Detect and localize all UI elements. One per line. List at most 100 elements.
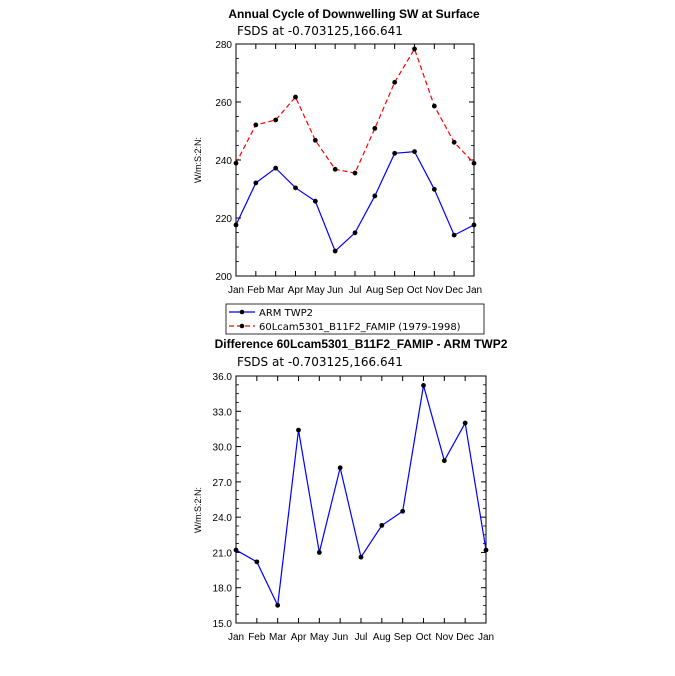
x-tick-label: Jul — [355, 632, 368, 643]
x-tick-label: Jan — [466, 285, 482, 296]
x-tick-label: Sep — [386, 285, 404, 296]
y-tick-label: 260 — [215, 98, 232, 109]
data-point — [412, 149, 417, 154]
data-point — [358, 554, 364, 560]
data-point — [253, 180, 259, 186]
x-tick-label: Feb — [248, 632, 266, 643]
data-point — [483, 547, 489, 553]
x-tick-label: Oct — [407, 285, 423, 296]
plot-frame — [235, 375, 487, 624]
series-line-0 — [235, 385, 487, 608]
chart-title: Annual Cycle of Downwelling SW at Surfac… — [228, 7, 480, 21]
y-tick-label: 280 — [215, 40, 232, 51]
data-point — [471, 222, 477, 228]
legend-box — [225, 303, 485, 335]
y-tick-label: 36.0 — [213, 372, 233, 383]
x-tick-label: Oct — [416, 632, 432, 643]
x-tick-label: Mar — [267, 285, 285, 296]
series-line-0 — [235, 150, 475, 253]
data-point — [332, 248, 338, 254]
y-axis-label: W/m:S:2:N: — [193, 487, 203, 533]
y-axis-label: W/m:S:2:N: — [193, 137, 203, 183]
x-tick-label: Mar — [269, 632, 287, 643]
data-point — [273, 117, 279, 123]
data-point — [462, 420, 468, 426]
data-point — [471, 160, 477, 166]
data-point — [332, 166, 338, 172]
x-tick-label: Apr — [291, 632, 307, 643]
x-tick-label: Nov — [435, 632, 453, 643]
data-point — [293, 185, 298, 191]
data-point — [451, 139, 457, 145]
data-point — [293, 94, 298, 100]
data-point — [352, 170, 358, 176]
chart-title: Difference 60Lcam5301_B11F2_FAMIP - ARM … — [215, 337, 508, 351]
x-tick-label: May — [310, 632, 329, 643]
x-tick-label: Jan — [478, 632, 494, 643]
data-point — [233, 222, 239, 228]
plot-frame — [235, 43, 475, 277]
x-tick-label: Apr — [288, 285, 304, 296]
data-point — [431, 103, 437, 109]
x-tick-label: May — [306, 285, 325, 296]
legend-marker-arm — [239, 309, 245, 315]
data-point — [253, 122, 259, 128]
x-tick-label: Jul — [349, 285, 362, 296]
data-point — [392, 79, 398, 85]
y-tick-label: 24.0 — [213, 513, 233, 524]
annual-cycle-panel: Annual Cycle of Downwelling SW at Surfac… — [193, 7, 485, 335]
data-point — [441, 458, 447, 464]
data-point — [316, 550, 322, 555]
data-point — [275, 602, 281, 608]
x-tick-label: Jun — [332, 632, 348, 643]
y-tick-label: 200 — [215, 272, 232, 283]
data-point — [372, 125, 378, 131]
data-point — [352, 230, 358, 236]
y-tick-label: 33.0 — [213, 407, 233, 418]
x-tick-label: Nov — [425, 285, 443, 296]
data-point — [421, 383, 426, 388]
data-point — [400, 508, 406, 514]
legend-marker-model — [239, 323, 245, 329]
data-point — [337, 465, 343, 471]
y-tick-label: 27.0 — [213, 478, 233, 489]
data-point — [312, 137, 318, 143]
legend-label-model: 60Lcam5301_B11F2_FAMIP (1979-1998) — [259, 322, 461, 333]
data-point — [233, 160, 239, 166]
y-tick-label: 220 — [215, 214, 232, 225]
data-point — [379, 522, 385, 528]
data-point — [273, 165, 279, 171]
y-tick-label: 30.0 — [213, 443, 233, 454]
data-point — [312, 198, 318, 204]
data-point — [392, 150, 398, 156]
legend: ARM TWP2 60Lcam5301_B11F2_FAMIP (1979-19… — [225, 303, 485, 335]
difference-panel: Difference 60Lcam5301_B11F2_FAMIP - ARM … — [193, 337, 508, 643]
x-tick-label: Jun — [327, 285, 343, 296]
y-tick-label: 18.0 — [213, 584, 233, 595]
data-point — [412, 46, 417, 52]
x-tick-label: Feb — [247, 285, 265, 296]
data-point — [372, 193, 378, 199]
chart-subtitle: FSDS at -0.703125,166.641 — [237, 24, 403, 38]
data-point — [233, 547, 239, 553]
y-tick-label: 240 — [215, 156, 232, 167]
x-tick-label: Aug — [373, 632, 391, 643]
data-point — [451, 232, 457, 238]
x-tick-label: Dec — [445, 285, 463, 296]
x-tick-label: Jan — [228, 632, 244, 643]
x-tick-label: Dec — [456, 632, 474, 643]
x-tick-label: Jan — [228, 285, 244, 296]
x-tick-label: Sep — [394, 632, 412, 643]
data-point — [296, 427, 301, 433]
y-tick-label: 21.0 — [213, 548, 233, 559]
series-line-1 — [235, 47, 475, 174]
legend-label-arm: ARM TWP2 — [259, 308, 313, 319]
data-point — [254, 559, 260, 565]
chart-subtitle: FSDS at -0.703125,166.641 — [237, 355, 403, 369]
y-tick-label: 15.0 — [213, 619, 233, 630]
x-tick-label: Aug — [366, 285, 384, 296]
data-point — [431, 186, 437, 192]
